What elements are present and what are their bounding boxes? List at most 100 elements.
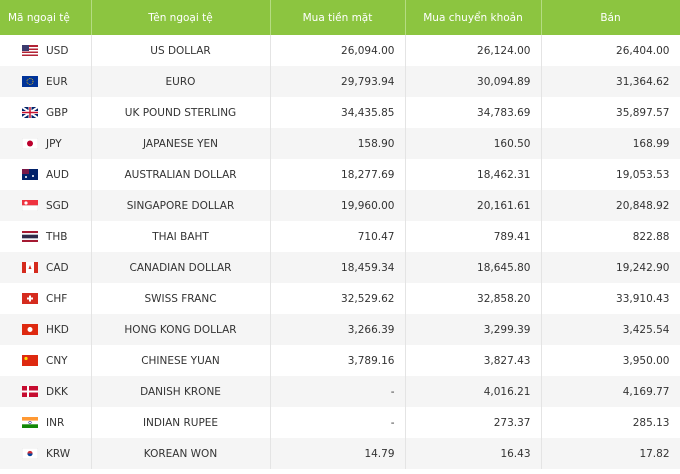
flag-icon	[22, 231, 38, 242]
table-row: DKK DANISH KRONE -4,016.21 4,169.77	[0, 376, 680, 407]
rate-cell: 18,277.69	[270, 159, 406, 190]
column-header: Bán	[541, 0, 680, 35]
currency-name: SWISS FRANC	[91, 283, 271, 314]
code-text: HKD	[46, 323, 69, 336]
code-text: CNY	[46, 354, 68, 367]
flag-icon	[21, 106, 39, 119]
currency-code: AUD	[0, 159, 92, 190]
rate-cell: 3,950.00	[541, 345, 680, 376]
currency-code: GBP	[0, 97, 92, 128]
rate-cell: 26,124.00	[405, 35, 542, 66]
rate-cell: 34,783.69	[405, 97, 542, 128]
table-row: EUR EURO 29,793.94 30,094.89 31,364.62	[0, 66, 680, 97]
column-header: Mua tiền mặt	[270, 0, 406, 35]
rate-cell: 822.88	[541, 221, 680, 252]
rate-cell: 33,910.43	[541, 283, 680, 314]
flag-icon	[22, 355, 38, 366]
rate-cell: 285.13	[541, 407, 680, 438]
currency-name: DANISH KRONE	[91, 376, 271, 407]
currency-name: US DOLLAR	[91, 35, 271, 66]
rate-cell: 3,789.16	[270, 345, 406, 376]
rate-cell: 17.82	[541, 438, 680, 469]
currency-code: CAD	[0, 252, 92, 283]
currency-name: SINGAPORE DOLLAR	[91, 190, 271, 221]
rate-cell: 32,529.62	[270, 283, 406, 314]
flag-icon	[22, 293, 38, 304]
rate-cell: 4,016.21	[405, 376, 542, 407]
code-text: SGD	[46, 199, 69, 212]
rate-cell: 34,435.85	[270, 97, 406, 128]
rate-cell: 19,242.90	[541, 252, 680, 283]
currency-name: INDIAN RUPEE	[91, 407, 271, 438]
rate-cell: 273.37	[405, 407, 542, 438]
table-row: CHF SWISS FRANC 32,529.62 32,858.20 33,910.4…	[0, 283, 680, 314]
table-row: JPY JAPANESE YEN 158.90 160.50 168.99	[0, 128, 680, 159]
flag-icon	[21, 447, 39, 460]
code-text: USD	[46, 44, 69, 57]
flag-icon	[22, 169, 38, 180]
currency-code: THB	[0, 221, 92, 252]
currency-code: CNY	[0, 345, 92, 376]
code-text: KRW	[46, 447, 71, 460]
rate-cell: 168.99	[541, 128, 680, 159]
column-header: Mua chuyển khoản	[405, 0, 542, 35]
code-text: EUR	[46, 75, 68, 88]
rate-cell: 710.47	[270, 221, 406, 252]
flag-icon	[22, 45, 38, 56]
column-header: Mã ngoại tệ	[0, 0, 92, 35]
rate-cell: -	[270, 376, 406, 407]
table-row: KRW KOREAN WON 14.79 16.43 17.82	[0, 438, 680, 469]
rate-cell: 20,161.61	[405, 190, 542, 221]
table-body: USD US DOLLAR 26,094.00 26,124.00 26,404.00 E…	[0, 35, 680, 469]
rate-cell: 4,169.77	[541, 376, 680, 407]
currency-code: KRW	[0, 438, 92, 469]
rate-cell: 19,053.53	[541, 159, 680, 190]
currency-name: CHINESE YUAN	[91, 345, 271, 376]
table-row: THB THAI BAHT 710.47 789.41 822.88	[0, 221, 680, 252]
currency-code: INR	[0, 407, 92, 438]
column-header: Tên ngoại tệ	[91, 0, 271, 35]
table-row: AUD AUSTRALIAN DOLLAR 18,277.69 18,462.31 19…	[0, 159, 680, 190]
table-row: HKD HONG KONG DOLLAR 3,266.39 3,299.39 3,425…	[0, 314, 680, 345]
currency-code: EUR	[0, 66, 92, 97]
currency-name: JAPANESE YEN	[91, 128, 271, 159]
currency-code: HKD	[0, 314, 92, 345]
code-text: INR	[46, 416, 65, 429]
rate-cell: 789.41	[405, 221, 542, 252]
rate-cell: 14.79	[270, 438, 406, 469]
rate-cell: 19,960.00	[270, 190, 406, 221]
rate-cell: 30,094.89	[405, 66, 542, 97]
currency-name: UK POUND STERLING	[91, 97, 271, 128]
flag-icon	[22, 324, 38, 335]
rate-cell: 18,645.80	[405, 252, 542, 283]
rate-cell: 29,793.94	[270, 66, 406, 97]
flag-icon	[21, 137, 39, 150]
currency-code: SGD	[0, 190, 92, 221]
code-text: CHF	[46, 292, 68, 305]
flag-icon	[21, 200, 39, 212]
code-text: CAD	[46, 261, 69, 274]
code-text: AUD	[46, 168, 69, 181]
rate-cell: 3,299.39	[405, 314, 542, 345]
table-row: USD US DOLLAR 26,094.00 26,124.00 26,404.00	[0, 35, 680, 66]
currency-name: THAI BAHT	[91, 221, 271, 252]
currency-name: AUSTRALIAN DOLLAR	[91, 159, 271, 190]
table-row: CNY CHINESE YUAN 3,789.16 3,827.43 3,950.00	[0, 345, 680, 376]
table-row: SGD SINGAPORE DOLLAR 19,960.00 20,161.61 20,…	[0, 190, 680, 221]
code-text: DKK	[46, 385, 68, 398]
rate-cell: 16.43	[405, 438, 542, 469]
rate-cell: 26,094.00	[270, 35, 406, 66]
currency-name: CANADIAN DOLLAR	[91, 252, 271, 283]
rate-cell: 3,425.54	[541, 314, 680, 345]
code-text: GBP	[46, 106, 68, 119]
flag-icon	[22, 386, 38, 397]
rate-cell: 3,827.43	[405, 345, 542, 376]
flag-icon	[22, 76, 38, 87]
rate-cell: 158.90	[270, 128, 406, 159]
rate-cell: 31,364.62	[541, 66, 680, 97]
rate-cell: 20,848.92	[541, 190, 680, 221]
currency-code: DKK	[0, 376, 92, 407]
flag-icon	[22, 417, 38, 428]
